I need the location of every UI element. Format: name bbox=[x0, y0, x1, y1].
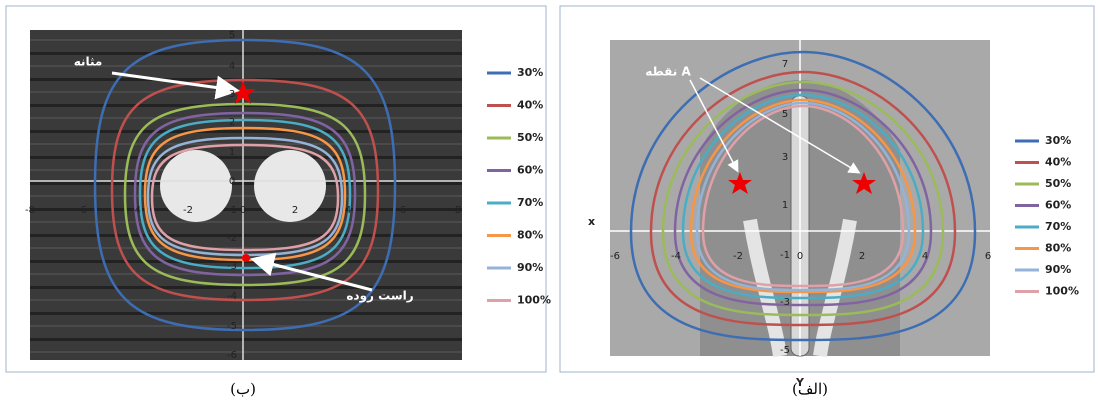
y-tick-label: 0 bbox=[229, 176, 235, 187]
y-tick-label: -3 bbox=[227, 261, 237, 272]
femoral-head bbox=[254, 150, 326, 222]
legend-label: 40% bbox=[517, 99, 543, 112]
x-tick-label: 2 bbox=[859, 251, 865, 262]
y-tick-label: 7 bbox=[782, 59, 788, 70]
legend-label: 70% bbox=[517, 196, 543, 209]
point-marker bbox=[242, 254, 250, 262]
y-tick-label: -3 bbox=[780, 297, 790, 308]
legend-label: 80% bbox=[517, 229, 543, 242]
x-tick-label: -4 bbox=[671, 251, 681, 262]
x-tick-label: -8 bbox=[25, 205, 35, 216]
legend-label: 90% bbox=[517, 261, 543, 274]
y-tick-label: 1 bbox=[782, 200, 788, 211]
y-tick-label: -4 bbox=[227, 291, 237, 302]
caption: (ب) bbox=[230, 380, 256, 398]
x-tick-label: 0 bbox=[797, 251, 803, 262]
legend-label: 30% bbox=[517, 66, 543, 79]
x-tick-label: -2 bbox=[183, 205, 193, 216]
legend-label: 100% bbox=[1045, 285, 1079, 298]
y-tick-label: 1 bbox=[229, 147, 235, 158]
x-tick-label: 4 bbox=[922, 251, 928, 262]
x-tick-label: 2 bbox=[292, 205, 298, 216]
x-tick-label: 6 bbox=[400, 205, 406, 216]
x-tick-label: -4 bbox=[131, 205, 141, 216]
x-tick-label: 4 bbox=[345, 205, 351, 216]
y-tick-label: 4 bbox=[229, 61, 235, 72]
legend-label: 50% bbox=[517, 131, 543, 144]
annotation: مثانه bbox=[74, 55, 103, 69]
y-tick-label: 3 bbox=[229, 89, 235, 100]
x-tick-label: 0 bbox=[240, 205, 246, 216]
legend-label: 90% bbox=[1045, 263, 1071, 276]
figure: 30% 40% 50% 60% 70% 80% 90% 100% -8 -6 -4 -2 0 2 4 6 8 5 4… bbox=[0, 0, 1098, 403]
legend-label: 70% bbox=[1045, 220, 1071, 233]
x-tick-label: -2 bbox=[733, 251, 743, 262]
legend-label: 60% bbox=[517, 164, 543, 177]
y-tick-label: -5 bbox=[780, 345, 790, 356]
legend-label: 60% bbox=[1045, 199, 1071, 212]
y-tick-label: -2 bbox=[227, 233, 237, 244]
x-axis-label: x bbox=[588, 215, 595, 228]
legend-label: 100% bbox=[517, 294, 551, 307]
x-tick-label: 6 bbox=[985, 251, 991, 262]
y-tick-label: 5 bbox=[782, 109, 788, 120]
y-tick-label: -6 bbox=[227, 350, 237, 361]
legend-label: 30% bbox=[1045, 134, 1071, 147]
x-tick-label: -6 bbox=[610, 251, 620, 262]
y-tick-label: 2 bbox=[229, 117, 235, 128]
y-tick-label: 5 bbox=[229, 30, 235, 41]
femoral-head bbox=[160, 150, 232, 222]
y-tick-label: -1 bbox=[227, 205, 237, 216]
y-tick-label: -5 bbox=[227, 321, 237, 332]
x-tick-label: 8 bbox=[455, 205, 461, 216]
legend-label: 40% bbox=[1045, 156, 1071, 169]
y-tick-label: 3 bbox=[782, 152, 788, 163]
legend-label: 50% bbox=[1045, 177, 1071, 190]
caption: (الف) bbox=[792, 380, 828, 398]
annotation: نقطه A bbox=[645, 65, 691, 79]
annotation: راست روده bbox=[346, 289, 413, 304]
y-tick-label: -1 bbox=[780, 250, 790, 261]
legend-label: 80% bbox=[1045, 242, 1071, 255]
x-tick-label: -6 bbox=[77, 205, 87, 216]
